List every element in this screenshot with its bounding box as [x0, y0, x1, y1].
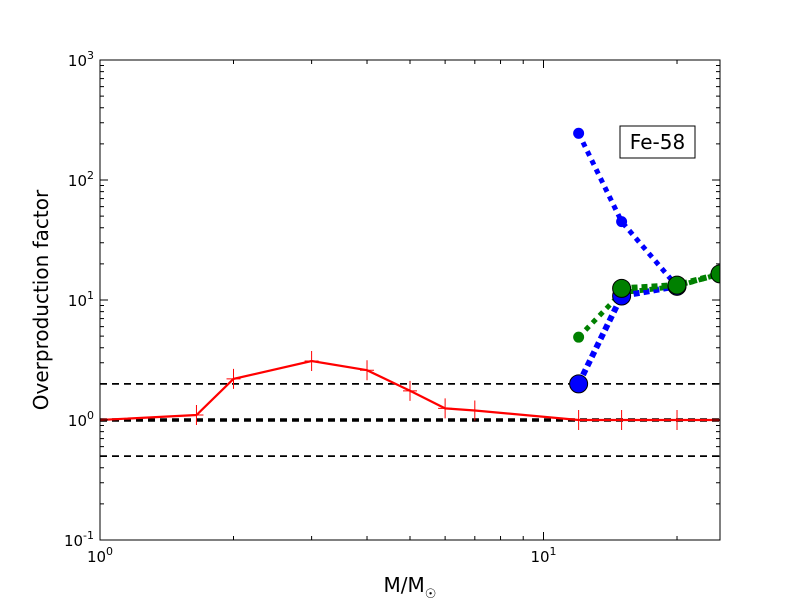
- data-point: [569, 374, 589, 394]
- x-tick-label: 101: [530, 545, 556, 566]
- y-tick-label: 10-1: [64, 529, 94, 550]
- annotation-box: Fe-58: [619, 125, 696, 159]
- y-tick-exponent: 1: [87, 289, 94, 302]
- data-point-plus: [467, 400, 482, 421]
- data-point: [710, 264, 720, 284]
- y-tick-label: 101: [68, 289, 94, 310]
- data-point-plus: [571, 410, 586, 430]
- y-tick-label: 103: [68, 49, 94, 70]
- data-point: [612, 278, 632, 298]
- y-tick-exponent: 0: [87, 409, 94, 422]
- annotation-text: Fe-58: [630, 130, 685, 154]
- x-axis-label: M/M☉: [384, 573, 437, 600]
- y-tick-base: 10: [68, 172, 87, 190]
- y-tick-base: 10: [64, 532, 83, 550]
- x-tick-base: 10: [530, 548, 549, 566]
- x-tick-label: 100: [87, 545, 113, 566]
- data-point-plus: [189, 405, 204, 426]
- x-axis-label-main: M/M: [384, 573, 425, 597]
- series-line: [576, 271, 720, 339]
- x-axis-label-sub: ☉: [425, 587, 437, 600]
- data-point-plus: [438, 398, 453, 419]
- data-point-plus: [226, 368, 241, 389]
- series-line: [575, 283, 678, 386]
- data-point: [573, 127, 585, 139]
- series-0: [100, 351, 720, 430]
- y-tick-exponent: -1: [83, 529, 94, 542]
- x-tick-exponent: 1: [550, 545, 557, 558]
- data-point-plus: [360, 360, 375, 381]
- y-tick-base: 10: [68, 412, 87, 430]
- data-point-plus: [304, 351, 319, 372]
- series-line: [576, 132, 679, 288]
- y-tick-exponent: 2: [87, 169, 94, 182]
- data-point-plus: [403, 380, 417, 401]
- x-tick-exponent: 0: [106, 545, 113, 558]
- y-tick-base: 10: [68, 52, 87, 70]
- data-point-plus: [670, 410, 685, 430]
- series-line: [100, 359, 720, 422]
- y-tick-exponent: 3: [87, 49, 94, 62]
- series-4: [612, 264, 720, 298]
- y-tick-base: 10: [68, 292, 87, 310]
- x-tick-base: 10: [87, 548, 106, 566]
- data-point-plus: [614, 410, 629, 430]
- data-point: [667, 275, 687, 295]
- y-axis-label: Overproduction factor: [29, 189, 53, 410]
- plot-layer: [100, 127, 720, 458]
- series-layer: [100, 127, 720, 430]
- y-tick-label: 100: [68, 409, 94, 430]
- y-tick-label: 102: [68, 169, 94, 190]
- data-point: [573, 331, 585, 343]
- data-point: [616, 216, 628, 228]
